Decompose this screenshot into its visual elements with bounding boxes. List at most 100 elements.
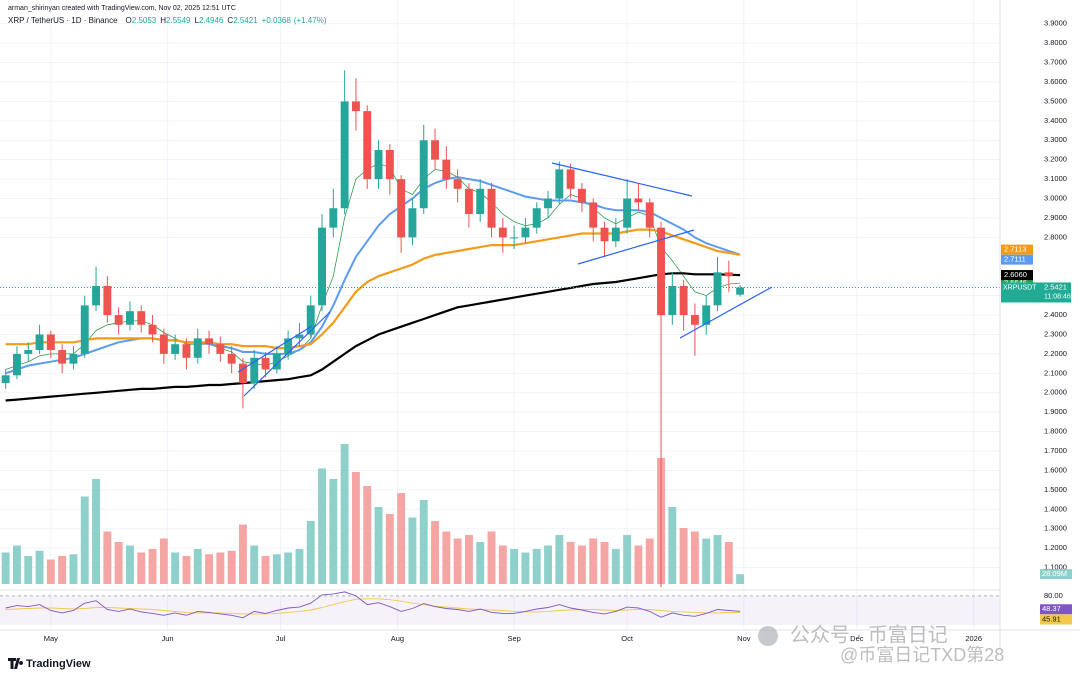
- candle-body: [1, 375, 10, 384]
- y-tick-label: 3.0000: [1044, 194, 1067, 203]
- price-badge-value: 2.5421: [1044, 282, 1067, 291]
- candle-body: [476, 188, 485, 215]
- volume-bar: [600, 542, 609, 584]
- x-tick-label: Dec: [850, 634, 864, 643]
- y-tick-label: 2.9000: [1044, 213, 1067, 222]
- volume-bar: [114, 542, 123, 584]
- trendline: [577, 229, 695, 265]
- volume-bar: [385, 514, 394, 584]
- trendline: [679, 286, 773, 339]
- trendline: [243, 311, 331, 397]
- rsi-badge: 48.37: [1042, 604, 1061, 613]
- y-tick-label: 3.1000: [1044, 174, 1067, 183]
- candle-body: [464, 188, 473, 215]
- candle-body: [227, 353, 236, 364]
- volume-bar: [363, 486, 372, 584]
- volume-bar: [623, 535, 632, 584]
- price-badge-symbol: XRPUSDT: [1003, 284, 1037, 291]
- candle-body: [623, 198, 632, 228]
- volume-bar: [69, 554, 78, 584]
- candle-body: [250, 357, 259, 384]
- candle-body: [329, 208, 338, 228]
- volume-bar: [306, 521, 315, 584]
- ma-badge-bg: [1001, 244, 1033, 255]
- candle-body: [103, 285, 112, 316]
- ohlc-key: C: [227, 16, 233, 25]
- ma-badge: 2.6060: [1004, 270, 1027, 279]
- rsi-ma-badge: 45.91: [1042, 614, 1061, 623]
- volume-bar: [510, 549, 519, 584]
- candle-body: [397, 179, 406, 238]
- volume-bar: [261, 556, 270, 584]
- candle-body: [442, 159, 451, 180]
- volume-bar: [35, 550, 44, 584]
- candle-body: [577, 188, 586, 203]
- candle-body: [318, 227, 326, 306]
- moving-average: [5, 176, 741, 375]
- candle-body: [634, 198, 643, 203]
- candle-body: [69, 353, 78, 364]
- y-tick-label: 3.7000: [1044, 58, 1067, 67]
- volume-bar: [668, 507, 677, 584]
- volume-bar: [171, 552, 180, 584]
- volume-bar: [58, 556, 67, 584]
- volume-bar: [12, 545, 21, 584]
- rsi-tick-label: 80.00: [1044, 591, 1063, 600]
- volume-bar: [295, 549, 304, 584]
- price-badge-countdown: 11:08:46: [1044, 293, 1071, 300]
- volume-bar: [702, 538, 711, 584]
- volume-bar: [679, 528, 688, 584]
- y-tick-label: 2.3000: [1044, 329, 1067, 338]
- volume-bar: [555, 535, 564, 584]
- candle-body: [137, 311, 146, 325]
- volume-bar: [453, 538, 462, 584]
- volume-bar: [205, 554, 213, 584]
- change-pct: (+1.47%): [294, 16, 327, 25]
- y-tick-label: 3.9000: [1044, 19, 1067, 28]
- candle-body: [205, 338, 213, 345]
- ohlc-value: 2.5549: [166, 16, 191, 25]
- candle-body: [724, 272, 733, 277]
- volume-bar: [487, 531, 496, 584]
- candle-body: [58, 350, 67, 364]
- candle-body: [238, 363, 247, 384]
- volume-bar: [238, 524, 247, 584]
- volume-bar: [442, 531, 451, 584]
- candle-body: [736, 287, 745, 295]
- volume-bar: [431, 521, 439, 584]
- volume-bar: [351, 472, 360, 584]
- rsi-line: [5, 591, 741, 619]
- y-tick-label: 3.2000: [1044, 155, 1067, 164]
- volume-bar: [340, 444, 349, 584]
- watermark-text: 公众号 · 币富日记: [790, 623, 948, 646]
- candle-body: [340, 101, 349, 209]
- candle-body: [125, 311, 134, 325]
- volume-badge: 28.09M: [1042, 569, 1067, 578]
- ohlc-value: 2.5053: [132, 16, 157, 25]
- watermark-text: @币富日记TXD第28: [840, 645, 1004, 665]
- candle-body: [295, 334, 304, 339]
- candle-body: [46, 334, 55, 351]
- rsi-ma-badge-bg: [1040, 614, 1072, 625]
- candle-body: [148, 324, 157, 335]
- ohlc-key: O: [126, 16, 132, 25]
- y-tick-label: 3.3000: [1044, 135, 1067, 144]
- volume-bar: [589, 538, 598, 584]
- candle-body: [555, 169, 564, 199]
- y-tick-label: 2.1000: [1044, 368, 1067, 377]
- candle-body: [216, 344, 225, 354]
- candle-body: [611, 227, 620, 242]
- y-tick-label: 2.0000: [1044, 388, 1067, 397]
- volume-bar: [464, 535, 473, 584]
- x-tick-label: 2026: [965, 634, 982, 643]
- y-tick-label: 1.3000: [1044, 524, 1067, 533]
- author-line: arman_shirinyan created with TradingView…: [8, 5, 236, 12]
- volume-bar: [193, 549, 202, 584]
- symbol: XRP / TetherUS · 1D · Binance: [8, 16, 118, 25]
- volume-bar: [532, 549, 541, 584]
- candle-body: [713, 272, 722, 306]
- volume-bar: [92, 479, 100, 584]
- trendline: [551, 162, 693, 197]
- volume-bar: [374, 507, 383, 584]
